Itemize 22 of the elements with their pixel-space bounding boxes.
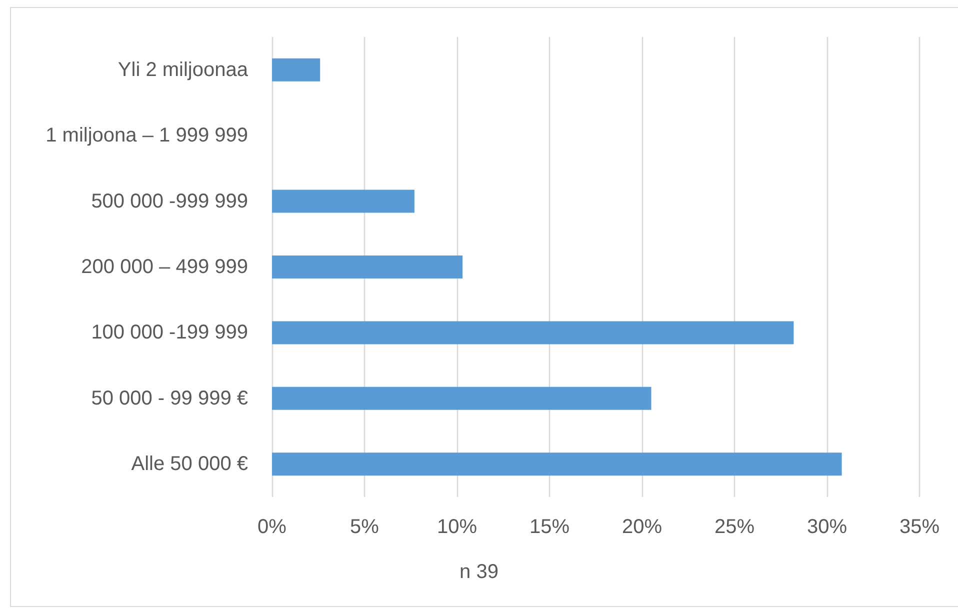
bar xyxy=(272,452,842,476)
x-tick-label: 25% xyxy=(714,516,755,538)
y-tick-label: 50 000 - 99 999 € xyxy=(91,387,248,410)
bar xyxy=(272,256,463,278)
y-tick-label: 1 miljoona – 1 999 999 xyxy=(46,124,248,147)
bar xyxy=(272,190,414,213)
y-tick-label: Alle 50 000 € xyxy=(131,453,248,476)
x-tick-label: 10% xyxy=(436,516,478,538)
y-tick-label: 100 000 -199 999 xyxy=(91,322,248,344)
y-tick-label: 500 000 -999 999 xyxy=(91,190,248,212)
bar xyxy=(272,386,652,410)
x-tick-label: 20% xyxy=(622,516,662,538)
y-tick-label: Yli 2 miljoonaa xyxy=(118,58,249,81)
y-tick-label: 200 000 – 499 999 xyxy=(81,256,248,278)
x-tick-label: 35% xyxy=(899,516,940,538)
x-tick-label: 5% xyxy=(350,516,380,538)
x-axis-title: n 39 xyxy=(460,561,498,583)
bar xyxy=(272,58,320,82)
x-tick-label: 0% xyxy=(258,516,287,538)
x-tick-label: 30% xyxy=(806,516,848,538)
bar xyxy=(272,321,794,344)
x-tick-label: 15% xyxy=(529,516,570,538)
